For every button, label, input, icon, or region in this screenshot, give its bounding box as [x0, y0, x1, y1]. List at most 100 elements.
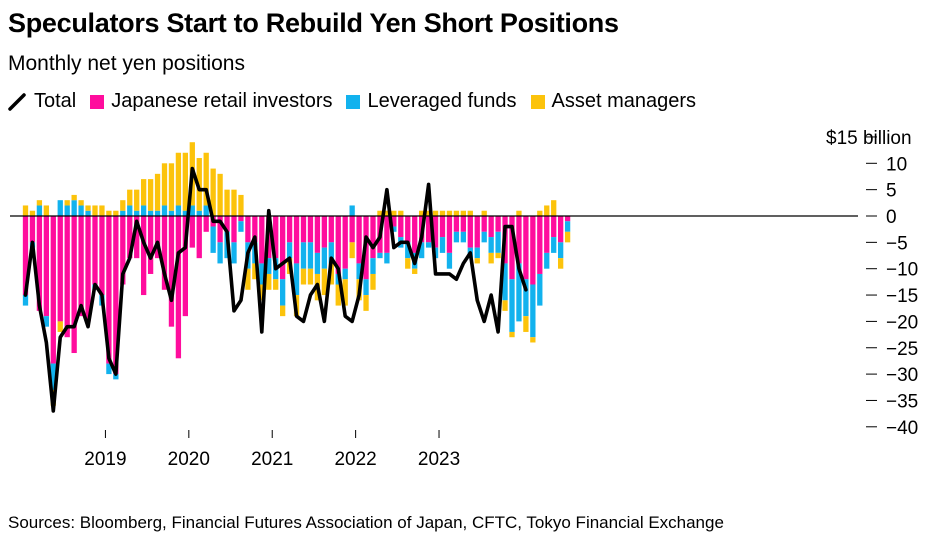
bar-retail	[182, 216, 188, 317]
bar-retail	[99, 216, 105, 296]
bar-retail	[558, 216, 564, 243]
bar-leveraged	[537, 273, 543, 306]
bar-leveraged	[141, 205, 147, 216]
bar-leveraged	[196, 210, 202, 216]
bar-asset	[217, 173, 223, 216]
bar-retail	[286, 216, 293, 243]
bar-retail	[460, 216, 466, 232]
bar-leveraged	[300, 242, 307, 269]
chart-subtitle: Monthly net yen positions	[8, 52, 245, 75]
bar-asset	[377, 210, 383, 216]
bar-leveraged	[113, 374, 119, 380]
bar-retail	[439, 216, 446, 238]
bar-asset	[85, 205, 91, 211]
bar-asset	[516, 210, 522, 216]
bar-asset	[419, 210, 425, 216]
bar-retail	[217, 216, 223, 243]
bar-asset	[460, 210, 466, 216]
y-tick-label: −35	[886, 391, 918, 412]
bar-leveraged	[71, 200, 77, 216]
bar-retail	[509, 216, 515, 280]
bar-asset	[391, 210, 397, 216]
bar-retail	[273, 216, 279, 259]
bar-asset	[147, 179, 154, 211]
bar-retail	[175, 216, 182, 359]
bar-leveraged	[328, 242, 334, 264]
bar-asset	[134, 189, 140, 211]
bar-retail	[516, 216, 522, 264]
y-tick-label: −10	[886, 260, 918, 281]
bar-leveraged	[356, 263, 362, 280]
legend-swatch-asset	[530, 94, 545, 109]
bar-asset	[36, 200, 43, 206]
bar-asset	[154, 173, 161, 211]
bar-retail	[252, 216, 258, 243]
chart-title: Speculators Start to Rebuild Yen Short P…	[8, 8, 619, 38]
bar-asset	[405, 258, 411, 269]
bar-asset	[168, 163, 175, 211]
legend-item-asset: Asset managers	[530, 90, 696, 113]
bar-leveraged	[182, 210, 188, 216]
bar-retail	[120, 216, 126, 285]
bar-retail	[370, 216, 376, 259]
bar-leveraged	[363, 279, 369, 296]
bar-asset	[446, 210, 453, 216]
bar-asset	[544, 205, 550, 216]
bar-retail	[349, 216, 355, 243]
y-tick-label: −25	[886, 339, 918, 360]
bar-leveraged	[85, 210, 91, 216]
bar-leveraged	[405, 242, 411, 259]
bar-leveraged	[564, 221, 571, 232]
bar-asset	[210, 168, 216, 216]
legend-label-leveraged: Leveraged funds	[367, 90, 517, 112]
bar-asset	[321, 268, 327, 296]
bar-retail	[238, 216, 244, 222]
legend-line-total-icon	[8, 92, 26, 111]
bar-asset	[280, 305, 286, 317]
bar-retail	[224, 216, 230, 232]
bar-leveraged	[509, 279, 515, 332]
legend-item-retail: Japanese retail investors	[90, 90, 332, 113]
bar-asset	[495, 252, 501, 259]
bar-asset	[384, 210, 390, 216]
bar-leveraged	[147, 210, 154, 216]
legend: Total Japanese retail investors Leverage…	[8, 90, 710, 113]
bar-leveraged	[439, 237, 446, 253]
bar-retail	[245, 216, 251, 243]
bar-leveraged	[544, 252, 550, 269]
bar-retail	[342, 216, 348, 269]
bar-retail	[425, 216, 432, 243]
y-tick-label: −30	[886, 365, 918, 386]
bar-leveraged	[43, 316, 49, 327]
bar-leveraged	[127, 205, 133, 216]
bar-leveraged	[175, 205, 182, 216]
bar-retail	[405, 216, 411, 243]
bar-asset	[120, 200, 126, 211]
bar-leveraged	[57, 200, 63, 216]
bar-asset	[425, 210, 432, 216]
bar-retail	[523, 216, 529, 280]
legend-swatch-retail	[90, 94, 105, 109]
bar-leveraged	[474, 247, 480, 259]
bar-asset	[502, 300, 508, 311]
bar-asset	[252, 263, 258, 280]
bar-leveraged	[495, 231, 501, 253]
bar-leveraged	[120, 210, 126, 216]
bar-leveraged	[314, 252, 321, 274]
y-tick-label: 0	[886, 207, 897, 228]
bar-leveraged	[551, 237, 557, 253]
bar-asset	[113, 210, 119, 216]
bar-asset	[432, 210, 439, 216]
bar-retail	[85, 216, 91, 322]
bar-leveraged	[64, 205, 70, 216]
bar-asset	[22, 205, 29, 216]
bar-leveraged	[280, 279, 286, 306]
bar-asset	[99, 205, 105, 216]
bar-leveraged	[321, 247, 327, 269]
bar-retail	[495, 216, 501, 232]
bar-retail	[147, 216, 154, 274]
bar-asset	[57, 321, 63, 332]
y-tick-label: −5	[886, 233, 908, 254]
bar-asset	[537, 210, 543, 216]
bar-retail	[564, 216, 571, 222]
